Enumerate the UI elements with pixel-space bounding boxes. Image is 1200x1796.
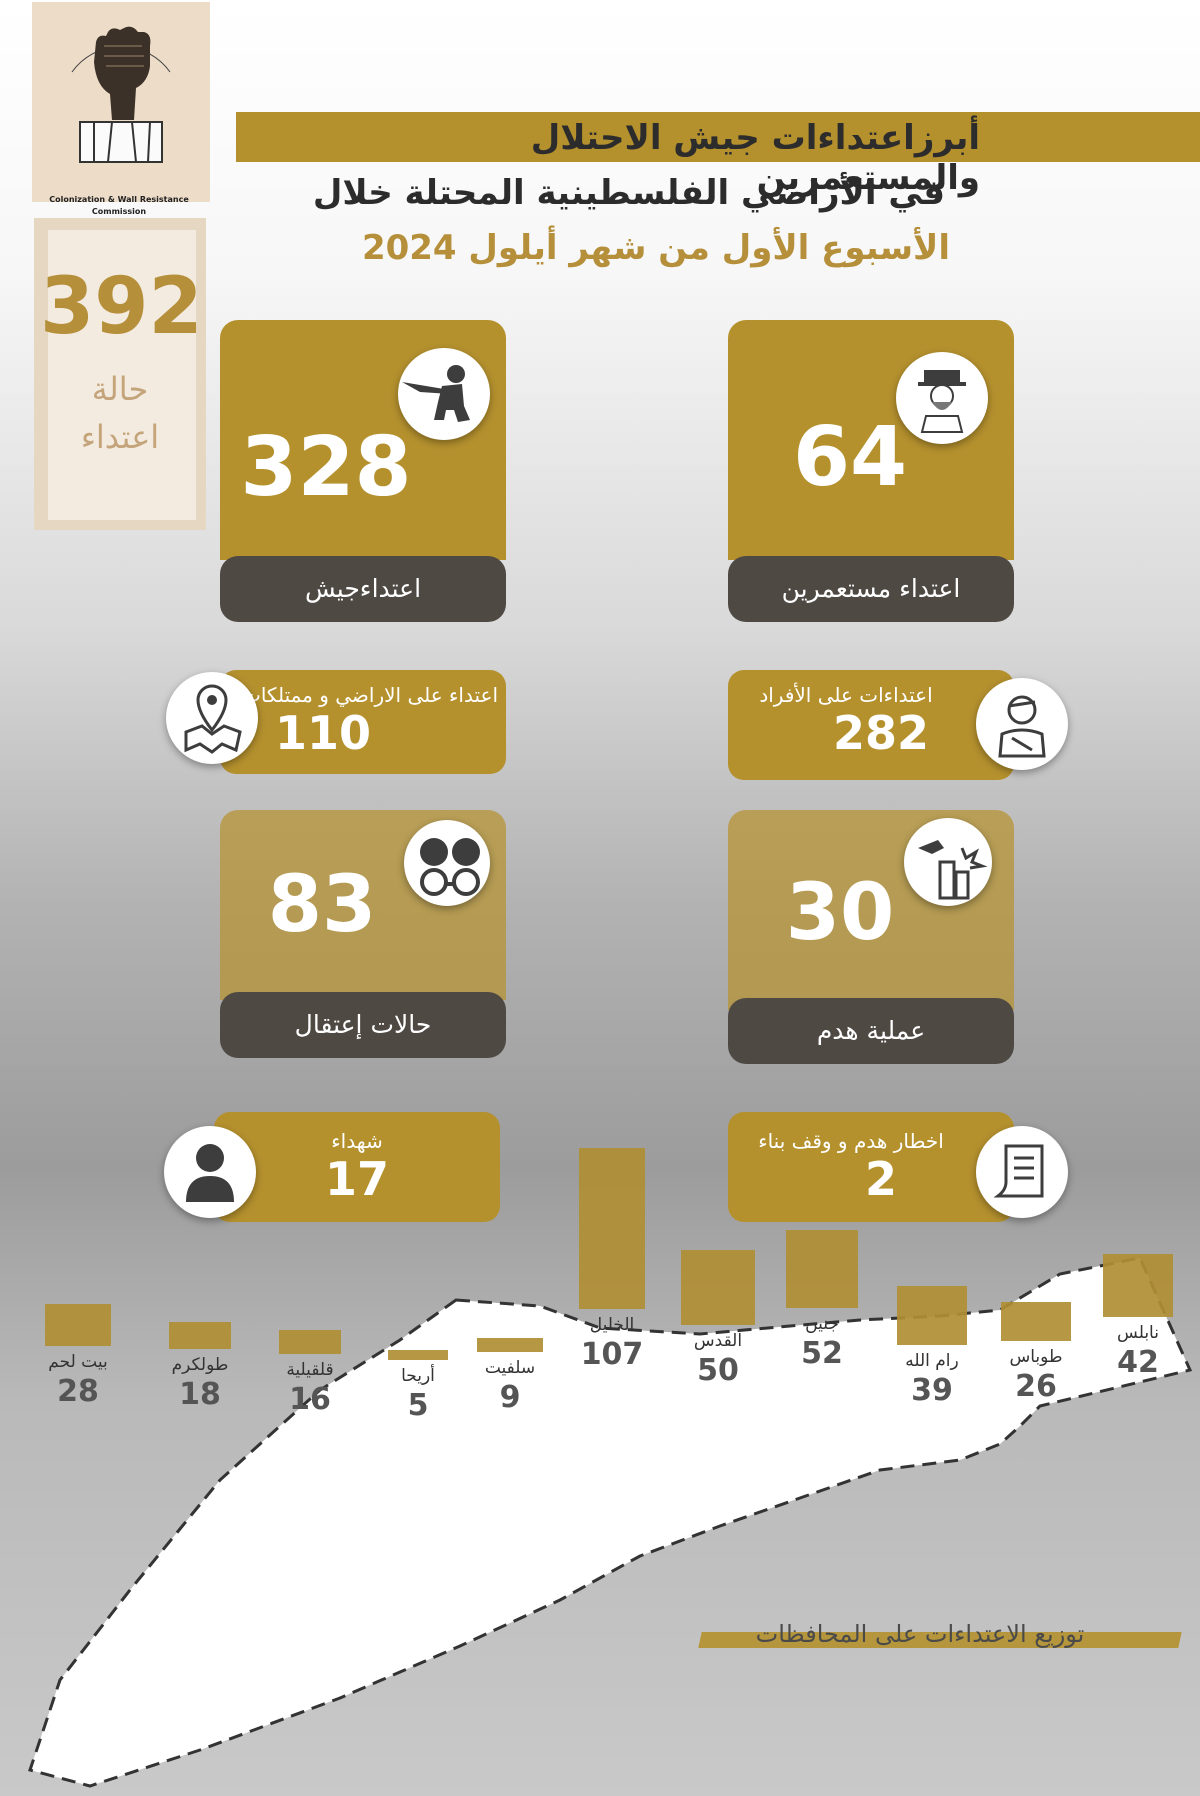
demolitions-label: عملية هدم bbox=[728, 998, 1014, 1064]
total-inner bbox=[48, 230, 196, 520]
bar-6 bbox=[681, 1250, 755, 1325]
individuals-label: اعتداءات على الأفراد bbox=[759, 683, 933, 707]
raised-fist-icon bbox=[71, 26, 171, 163]
total-value: 392 bbox=[40, 262, 203, 352]
map-pin-icon bbox=[166, 672, 258, 764]
logo-caption: Colonization & Wall Resistance Commissio… bbox=[49, 195, 189, 216]
bar-2 bbox=[279, 1330, 341, 1354]
individuals-card: اعتداءات على الأفراد 282 bbox=[728, 670, 1014, 780]
category-label-6: القدس bbox=[693, 1331, 743, 1351]
bar-10 bbox=[1103, 1254, 1173, 1317]
value-label-4: 9 bbox=[499, 1379, 521, 1415]
army-value: 328 bbox=[240, 420, 412, 515]
injured-person-icon bbox=[976, 678, 1068, 770]
value-label-3: 5 bbox=[407, 1388, 429, 1423]
soldier-icon bbox=[398, 348, 490, 440]
settlers-label: اعتداء مستعمرين bbox=[728, 556, 1014, 622]
value-label-0: 28 bbox=[57, 1374, 99, 1409]
category-label-1: طولكرم bbox=[171, 1355, 229, 1375]
notices-label: اخطار هدم و وقف بناء bbox=[758, 1129, 944, 1153]
martyrs-value: 17 bbox=[324, 1152, 389, 1206]
value-label-1: 18 bbox=[179, 1377, 221, 1412]
martyrs-card: شهداء 17 bbox=[214, 1112, 500, 1222]
property-label: اعتداء على الاراضي و ممتلكات bbox=[241, 683, 499, 707]
bar-5 bbox=[579, 1148, 645, 1309]
category-label-9: طوباس bbox=[1009, 1347, 1063, 1367]
value-label-10: 42 bbox=[1117, 1345, 1159, 1380]
chart-title: توزيع الاعتداءات على المحافظات bbox=[755, 1620, 1085, 1648]
property-value: 110 bbox=[274, 706, 372, 760]
west-bank-map-outline bbox=[28, 1256, 1193, 1788]
handcuffs-icon bbox=[404, 820, 490, 906]
demolition-icon bbox=[904, 818, 992, 906]
total-label-line2: اعتداء bbox=[80, 418, 160, 456]
settlers-value: 64 bbox=[792, 410, 908, 505]
individuals-value: 282 bbox=[832, 706, 930, 760]
notices-value: 2 bbox=[864, 1152, 897, 1206]
value-label-9: 26 bbox=[1015, 1369, 1057, 1404]
bar-7 bbox=[786, 1230, 858, 1308]
bar-8 bbox=[897, 1286, 967, 1345]
bar-3 bbox=[388, 1350, 448, 1360]
value-label-6: 50 bbox=[697, 1353, 739, 1388]
demolitions-value: 30 bbox=[785, 868, 895, 958]
army-label: اعتداءجيش bbox=[220, 556, 506, 622]
notices-card: اخطار هدم و وقف بناء 2 bbox=[728, 1112, 1014, 1222]
category-label-8: رام الله bbox=[905, 1350, 959, 1371]
category-label-0: بيت لحم bbox=[48, 1352, 108, 1372]
title-line-1: أبرزاعتداءات جيش الاحتلال والمستعمرين bbox=[530, 118, 980, 198]
martyrs-label: شهداء bbox=[331, 1129, 383, 1153]
settler-icon bbox=[896, 352, 988, 444]
category-label-7: جنين bbox=[805, 1314, 839, 1334]
arrests-value: 83 bbox=[267, 860, 377, 950]
arrests-label: حالات إعتقال bbox=[220, 992, 506, 1058]
category-label-4: سلفيت bbox=[484, 1357, 536, 1378]
category-label-5: الخليل bbox=[589, 1314, 635, 1335]
person-icon bbox=[164, 1126, 256, 1218]
title-line-3: الأسبوع الأول من شهر أيلول 2024 bbox=[361, 228, 950, 268]
bar-1 bbox=[169, 1322, 231, 1349]
document-icon bbox=[976, 1126, 1068, 1218]
property-card: اعتداء على الاراضي و ممتلكات 110 bbox=[220, 670, 506, 774]
title-bar bbox=[236, 112, 1200, 162]
value-label-8: 39 bbox=[911, 1372, 953, 1408]
category-label-3: أريحا bbox=[401, 1366, 435, 1386]
title-line-2: في الأراضي الفلسطينية المحتلة خلال bbox=[312, 173, 945, 213]
value-label-2: 16 bbox=[289, 1382, 331, 1417]
bar-0 bbox=[45, 1304, 111, 1346]
category-label-10: نابلس bbox=[1117, 1323, 1159, 1343]
total-label-line1: حالة bbox=[91, 370, 149, 408]
value-label-5: 107 bbox=[580, 1336, 644, 1372]
logo bbox=[32, 2, 210, 202]
category-label-2: قلقيلية bbox=[286, 1360, 334, 1380]
bar-4 bbox=[477, 1338, 543, 1352]
bar-9 bbox=[1001, 1302, 1071, 1341]
value-label-7: 52 bbox=[801, 1336, 843, 1371]
